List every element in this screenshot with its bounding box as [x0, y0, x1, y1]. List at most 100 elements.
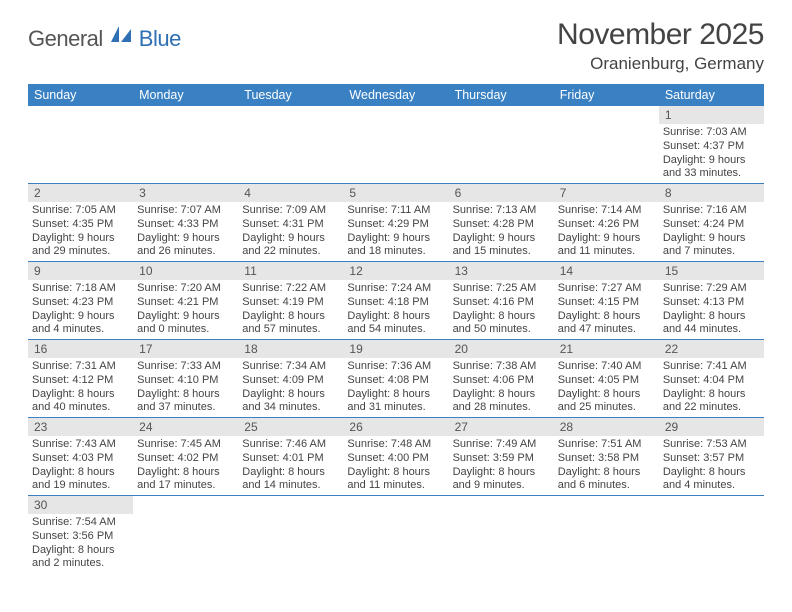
sunset-text: Sunset: 3:58 PM [558, 452, 655, 466]
calendar-cell: 5Sunrise: 7:11 AMSunset: 4:29 PMDaylight… [343, 184, 448, 262]
day-detail: Sunrise: 7:16 AMSunset: 4:24 PMDaylight:… [659, 202, 764, 261]
calendar-cell: 27Sunrise: 7:49 AMSunset: 3:59 PMDayligh… [449, 418, 554, 496]
day-detail: Sunrise: 7:29 AMSunset: 4:13 PMDaylight:… [659, 280, 764, 339]
calendar-cell: 18Sunrise: 7:34 AMSunset: 4:09 PMDayligh… [238, 340, 343, 418]
sunset-text: Sunset: 4:29 PM [347, 218, 444, 232]
day-number: 7 [554, 184, 659, 202]
daylight-text: Daylight: 8 hours and 6 minutes. [558, 466, 655, 494]
day-detail: Sunrise: 7:20 AMSunset: 4:21 PMDaylight:… [133, 280, 238, 339]
daylight-text: Daylight: 8 hours and 37 minutes. [137, 388, 234, 416]
day-detail: Sunrise: 7:33 AMSunset: 4:10 PMDaylight:… [133, 358, 238, 417]
calendar-cell: 9Sunrise: 7:18 AMSunset: 4:23 PMDaylight… [28, 262, 133, 340]
calendar-cell: 16Sunrise: 7:31 AMSunset: 4:12 PMDayligh… [28, 340, 133, 418]
calendar-header-row: SundayMondayTuesdayWednesdayThursdayFrid… [28, 84, 764, 106]
day-number: 30 [28, 496, 133, 514]
sunset-text: Sunset: 4:26 PM [558, 218, 655, 232]
sunset-text: Sunset: 4:28 PM [453, 218, 550, 232]
month-title: November 2025 [557, 18, 764, 52]
day-number: 10 [133, 262, 238, 280]
sunrise-text: Sunrise: 7:18 AM [32, 282, 129, 296]
daylight-text: Daylight: 9 hours and 15 minutes. [453, 232, 550, 260]
sunrise-text: Sunrise: 7:11 AM [347, 204, 444, 218]
sunrise-text: Sunrise: 7:49 AM [453, 438, 550, 452]
daylight-text: Daylight: 8 hours and 31 minutes. [347, 388, 444, 416]
daylight-text: Daylight: 8 hours and 9 minutes. [453, 466, 550, 494]
day-detail: Sunrise: 7:11 AMSunset: 4:29 PMDaylight:… [343, 202, 448, 261]
day-detail: Sunrise: 7:36 AMSunset: 4:08 PMDaylight:… [343, 358, 448, 417]
day-detail: Sunrise: 7:13 AMSunset: 4:28 PMDaylight:… [449, 202, 554, 261]
calendar-cell [449, 496, 554, 574]
sunrise-text: Sunrise: 7:16 AM [663, 204, 760, 218]
day-detail: Sunrise: 7:25 AMSunset: 4:16 PMDaylight:… [449, 280, 554, 339]
sunset-text: Sunset: 4:19 PM [242, 296, 339, 310]
sunrise-text: Sunrise: 7:13 AM [453, 204, 550, 218]
sunset-text: Sunset: 4:01 PM [242, 452, 339, 466]
sunrise-text: Sunrise: 7:29 AM [663, 282, 760, 296]
day-detail: Sunrise: 7:46 AMSunset: 4:01 PMDaylight:… [238, 436, 343, 495]
day-number: 6 [449, 184, 554, 202]
logo-text-general: General [28, 26, 103, 52]
sunrise-text: Sunrise: 7:40 AM [558, 360, 655, 374]
sunset-text: Sunset: 4:06 PM [453, 374, 550, 388]
sunset-text: Sunset: 4:35 PM [32, 218, 129, 232]
day-number: 9 [28, 262, 133, 280]
day-number: 1 [659, 106, 764, 124]
calendar-cell [133, 496, 238, 574]
day-detail: Sunrise: 7:18 AMSunset: 4:23 PMDaylight:… [28, 280, 133, 339]
daylight-text: Daylight: 8 hours and 44 minutes. [663, 310, 760, 338]
sunset-text: Sunset: 4:04 PM [663, 374, 760, 388]
calendar-week-row: 16Sunrise: 7:31 AMSunset: 4:12 PMDayligh… [28, 340, 764, 418]
sunset-text: Sunset: 4:10 PM [137, 374, 234, 388]
daylight-text: Daylight: 8 hours and 22 minutes. [663, 388, 760, 416]
calendar-cell [554, 106, 659, 184]
calendar-week-row: 1Sunrise: 7:03 AMSunset: 4:37 PMDaylight… [28, 106, 764, 184]
day-number: 4 [238, 184, 343, 202]
sunrise-text: Sunrise: 7:53 AM [663, 438, 760, 452]
calendar-cell [659, 496, 764, 574]
sunset-text: Sunset: 4:31 PM [242, 218, 339, 232]
day-number: 5 [343, 184, 448, 202]
sunset-text: Sunset: 4:00 PM [347, 452, 444, 466]
calendar-cell: 8Sunrise: 7:16 AMSunset: 4:24 PMDaylight… [659, 184, 764, 262]
daylight-text: Daylight: 8 hours and 50 minutes. [453, 310, 550, 338]
day-detail: Sunrise: 7:09 AMSunset: 4:31 PMDaylight:… [238, 202, 343, 261]
calendar-cell: 10Sunrise: 7:20 AMSunset: 4:21 PMDayligh… [133, 262, 238, 340]
calendar-cell [554, 496, 659, 574]
calendar-cell: 17Sunrise: 7:33 AMSunset: 4:10 PMDayligh… [133, 340, 238, 418]
daylight-text: Daylight: 8 hours and 28 minutes. [453, 388, 550, 416]
calendar-cell: 7Sunrise: 7:14 AMSunset: 4:26 PMDaylight… [554, 184, 659, 262]
day-detail: Sunrise: 7:41 AMSunset: 4:04 PMDaylight:… [659, 358, 764, 417]
sunrise-text: Sunrise: 7:34 AM [242, 360, 339, 374]
sunrise-text: Sunrise: 7:43 AM [32, 438, 129, 452]
day-detail: Sunrise: 7:27 AMSunset: 4:15 PMDaylight:… [554, 280, 659, 339]
day-number: 13 [449, 262, 554, 280]
calendar-cell: 19Sunrise: 7:36 AMSunset: 4:08 PMDayligh… [343, 340, 448, 418]
sunrise-text: Sunrise: 7:20 AM [137, 282, 234, 296]
sunset-text: Sunset: 4:02 PM [137, 452, 234, 466]
daylight-text: Daylight: 9 hours and 7 minutes. [663, 232, 760, 260]
title-block: November 2025 Oranienburg, Germany [557, 18, 764, 74]
daylight-text: Daylight: 8 hours and 47 minutes. [558, 310, 655, 338]
sunrise-text: Sunrise: 7:38 AM [453, 360, 550, 374]
day-number: 19 [343, 340, 448, 358]
day-number: 21 [554, 340, 659, 358]
day-detail: Sunrise: 7:22 AMSunset: 4:19 PMDaylight:… [238, 280, 343, 339]
calendar-week-row: 9Sunrise: 7:18 AMSunset: 4:23 PMDaylight… [28, 262, 764, 340]
calendar-cell: 20Sunrise: 7:38 AMSunset: 4:06 PMDayligh… [449, 340, 554, 418]
day-detail: Sunrise: 7:14 AMSunset: 4:26 PMDaylight:… [554, 202, 659, 261]
day-detail: Sunrise: 7:53 AMSunset: 3:57 PMDaylight:… [659, 436, 764, 495]
daylight-text: Daylight: 8 hours and 14 minutes. [242, 466, 339, 494]
day-number: 11 [238, 262, 343, 280]
sunset-text: Sunset: 4:18 PM [347, 296, 444, 310]
day-number: 12 [343, 262, 448, 280]
daylight-text: Daylight: 8 hours and 25 minutes. [558, 388, 655, 416]
calendar-week-row: 23Sunrise: 7:43 AMSunset: 4:03 PMDayligh… [28, 418, 764, 496]
calendar-cell: 23Sunrise: 7:43 AMSunset: 4:03 PMDayligh… [28, 418, 133, 496]
daylight-text: Daylight: 8 hours and 34 minutes. [242, 388, 339, 416]
calendar-cell: 21Sunrise: 7:40 AMSunset: 4:05 PMDayligh… [554, 340, 659, 418]
daylight-text: Daylight: 8 hours and 40 minutes. [32, 388, 129, 416]
sunrise-text: Sunrise: 7:45 AM [137, 438, 234, 452]
calendar-cell [449, 106, 554, 184]
day-detail: Sunrise: 7:49 AMSunset: 3:59 PMDaylight:… [449, 436, 554, 495]
day-detail: Sunrise: 7:51 AMSunset: 3:58 PMDaylight:… [554, 436, 659, 495]
